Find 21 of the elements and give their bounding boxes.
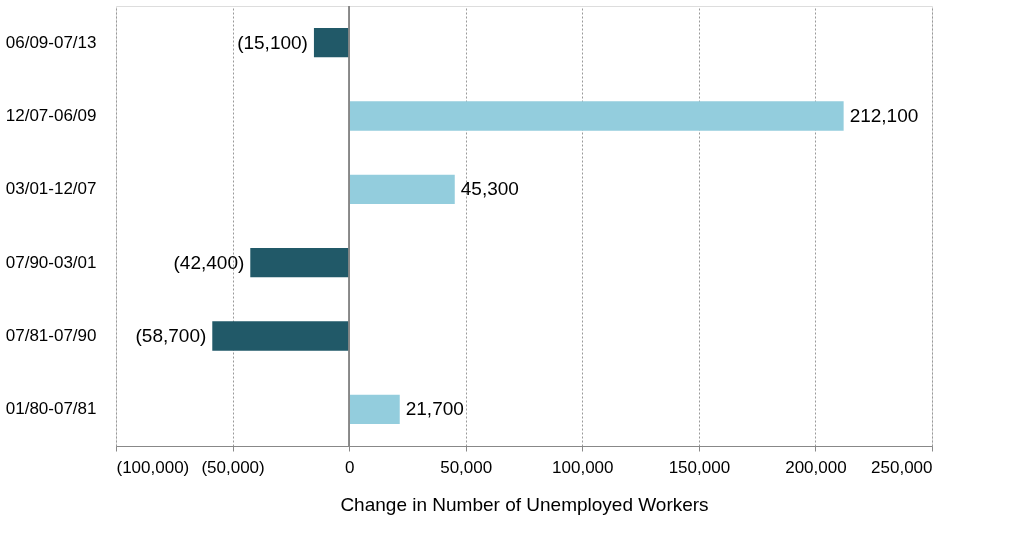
x-axis-title: Change in Number of Unemployed Workers — [340, 493, 709, 515]
y-tick-label: 07/81-07/90 — [5, 326, 97, 345]
x-tick-label: 0 — [344, 457, 355, 477]
x-tick-label: 250,000 — [871, 457, 933, 477]
x-tick-label: 150,000 — [668, 457, 731, 477]
data-label: (15,100) — [237, 31, 308, 53]
y-tick-label: 12/07-06/09 — [5, 106, 97, 125]
y-tick-label: 01/80-07/81 — [5, 399, 97, 419]
x-tick-label: (100,000) — [116, 457, 190, 477]
data-label: 45,300 — [460, 178, 519, 200]
data-label: (58,700) — [135, 325, 207, 346]
x-tick-label: 200,000 — [785, 457, 847, 477]
x-tick-label: 50,000 — [440, 457, 493, 477]
data-label: (42,400) — [173, 251, 245, 273]
x-tick-label: 100,000 — [552, 457, 614, 477]
data-label: 21,700 — [405, 398, 464, 420]
y-tick-label: 07/90-03/01 — [5, 252, 97, 272]
x-tick-label: (50,000) — [201, 457, 265, 477]
y-tick-label: 03/01-12/07 — [5, 179, 97, 199]
data-label: 212,100 — [849, 105, 919, 126]
y-tick-label: 06/09-07/13 — [5, 32, 97, 52]
